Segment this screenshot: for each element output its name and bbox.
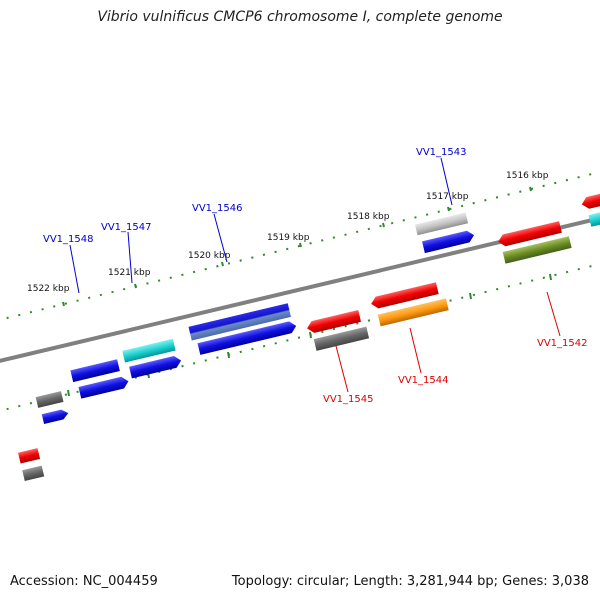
gene-block[interactable] xyxy=(377,298,449,327)
gene-block[interactable] xyxy=(313,326,370,351)
gene-arrow[interactable] xyxy=(306,310,362,334)
scale-label-1519: 1519 kbp xyxy=(267,233,310,243)
gene-arrow[interactable] xyxy=(497,221,562,248)
gene-label-vv1-1543[interactable]: VV1_1543 xyxy=(416,147,467,158)
reverse-genes xyxy=(18,192,600,481)
gene-label-vv1-1547[interactable]: VV1_1547 xyxy=(101,222,152,233)
scale-label-1518: 1518 kbp xyxy=(347,212,390,222)
gene-block[interactable] xyxy=(588,210,600,227)
gene-block[interactable] xyxy=(414,212,469,236)
gene-arrow[interactable] xyxy=(129,355,182,379)
gene-arrow[interactable] xyxy=(422,229,475,254)
gene-label-vv1-1546[interactable]: VV1_1546 xyxy=(192,203,243,214)
forward-label-lines xyxy=(69,157,453,294)
gene-block[interactable] xyxy=(35,391,64,408)
gene-labels: VV1_1548 VV1_1547 VV1_1546 VV1_1543 VV1_… xyxy=(43,147,588,405)
scale-labels: 1522 kbp 1521 kbp 1520 kbp 1519 kbp 1518… xyxy=(27,171,549,294)
reverse-label-lines xyxy=(335,291,561,393)
gene-label-vv1-1544[interactable]: VV1_1544 xyxy=(398,375,449,386)
gene-arrow[interactable] xyxy=(41,408,70,424)
gene-block[interactable] xyxy=(122,338,176,363)
scale-label-1520: 1520 kbp xyxy=(188,251,231,261)
gene-arrow[interactable] xyxy=(78,375,129,399)
gene-arrow[interactable] xyxy=(580,192,600,210)
scale-label-1516: 1516 kbp xyxy=(506,171,549,181)
gene-label-vv1-1545[interactable]: VV1_1545 xyxy=(323,394,374,405)
gene-block[interactable] xyxy=(188,303,291,341)
outer-scale-ring xyxy=(0,171,600,321)
accession-text: Accession: NC_004459 xyxy=(10,574,158,589)
inner-scale-ring xyxy=(0,263,600,412)
topology-text: Topology: circular; Length: 3,281,944 bp… xyxy=(231,574,589,589)
gene-arrow[interactable] xyxy=(370,282,439,309)
gene-block[interactable] xyxy=(70,359,120,383)
scale-label-1521: 1521 kbp xyxy=(108,268,151,278)
map-title: Vibrio vulnificus CMCP6 chromosome I, co… xyxy=(97,9,503,25)
gene-arrow[interactable] xyxy=(197,320,298,355)
scale-label-1522: 1522 kbp xyxy=(27,284,70,294)
gene-block[interactable] xyxy=(502,236,572,264)
gene-block[interactable] xyxy=(22,465,45,481)
scale-label-1517: 1517 kbp xyxy=(426,192,469,202)
gene-label-vv1-1548[interactable]: VV1_1548 xyxy=(43,234,94,245)
gene-label-vv1-1542[interactable]: VV1_1542 xyxy=(537,338,588,349)
forward-genes xyxy=(35,212,475,424)
gene-block[interactable] xyxy=(18,448,41,464)
